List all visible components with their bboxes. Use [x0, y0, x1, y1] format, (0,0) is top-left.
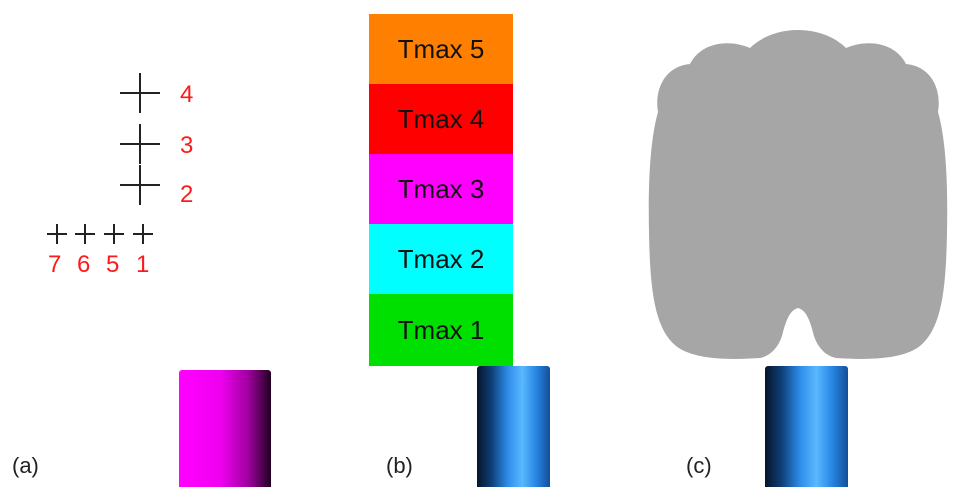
heated-region-diagram: [648, 30, 948, 359]
heater-cylinder: [477, 366, 550, 487]
heated-region-shape: [648, 30, 948, 359]
zone-tmax-5: Tmax 5: [369, 14, 513, 84]
heater-cylinder: [765, 366, 848, 487]
measurement-point-7-marker: [47, 224, 67, 244]
point-label-6: 6: [77, 251, 91, 278]
heater-cylinder: [179, 370, 271, 487]
point-label-5: 5: [106, 251, 120, 278]
measurement-point-4-marker: [120, 73, 160, 113]
measurement-point-3-marker: [120, 124, 160, 164]
zone-tmax-1: Tmax 1: [369, 294, 513, 366]
point-label-2: 2: [180, 181, 194, 208]
zone-tmax-4: Tmax 4: [369, 84, 513, 154]
measurement-point-5-marker: [104, 224, 124, 244]
panel-b: Tmax 5 Tmax 4 Tmax 3 Tmax 2 Tmax 1 (b): [330, 0, 630, 487]
panel-c: (c): [630, 0, 966, 487]
zone-tmax-2-label: Tmax 2: [397, 243, 485, 274]
zone-tmax-1-label: Tmax 1: [397, 314, 485, 345]
panel-a-label: (a): [12, 453, 39, 478]
zone-tmax-4-label: Tmax 4: [397, 103, 485, 134]
measurement-point-2-marker: [120, 165, 160, 205]
zone-tmax-2: Tmax 2: [369, 224, 513, 294]
point-label-7: 7: [48, 251, 62, 278]
panel-b-label: (b): [386, 453, 413, 478]
panel-c-label: (c): [686, 453, 712, 478]
zone-tmax-3-label: Tmax 3: [397, 173, 485, 204]
zone-tmax-3: Tmax 3: [369, 154, 513, 224]
point-label-1: 1: [136, 251, 150, 278]
point-label-4: 4: [180, 81, 194, 108]
panel-a: 4 3 2 7 6 5 1 (a): [0, 0, 320, 487]
measurement-point-6-marker: [75, 224, 95, 244]
point-label-3: 3: [180, 132, 194, 159]
measurement-point-1-marker: [133, 224, 153, 244]
zone-tmax-5-label: Tmax 5: [397, 33, 485, 64]
